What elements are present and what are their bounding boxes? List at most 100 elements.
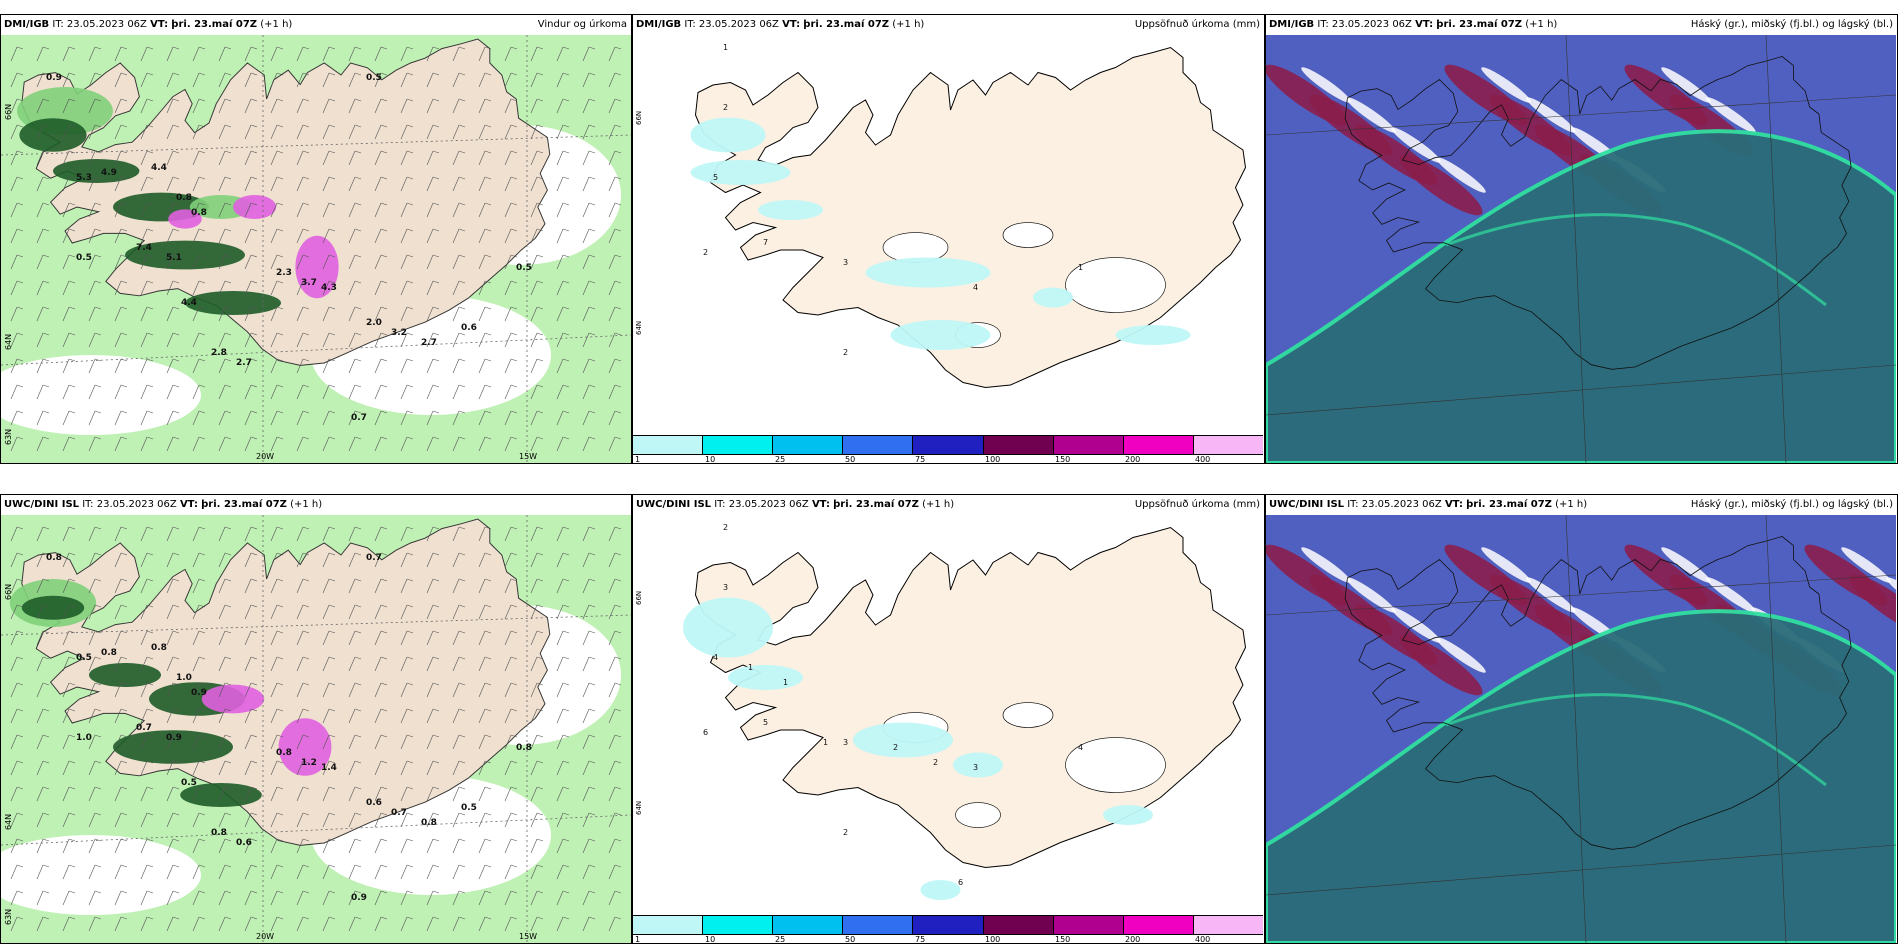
wind-barb: [426, 630, 440, 646]
wind-barb: [192, 578, 206, 594]
wind-barb: [62, 890, 76, 906]
wind-barb: [114, 124, 128, 140]
wind-barb: [322, 410, 336, 426]
wind-barb: [244, 332, 258, 348]
wind-barb: [348, 332, 362, 348]
wind-barb: [62, 578, 76, 594]
wind-barb: [374, 682, 388, 698]
wind-barb: [608, 708, 622, 724]
wind-barb: [244, 306, 258, 322]
wind-barb: [244, 124, 258, 140]
wind-barb: [244, 358, 258, 374]
wind-barb: [114, 656, 128, 672]
accum-value-label: 7: [763, 238, 768, 247]
wind-barb: [530, 436, 544, 452]
precip-value-label: 0.8: [516, 743, 532, 753]
wind-barb: [296, 526, 310, 542]
wind-barb: [530, 202, 544, 218]
wind-barb: [244, 734, 258, 750]
wind-barb: [608, 150, 622, 166]
wind-barb: [10, 552, 24, 568]
glacier: [1065, 737, 1166, 793]
wind-barb: [88, 812, 102, 828]
wind-barb: [582, 410, 596, 426]
wind-barb: [426, 358, 440, 374]
lon-gridline: [1565, 515, 1587, 943]
wind-barb: [140, 656, 154, 672]
colorbar-tick-label: 400: [1195, 455, 1211, 464]
wind-barb: [400, 682, 414, 698]
wind-barb: [88, 682, 102, 698]
wind-barb: [218, 46, 232, 62]
wind-barb: [296, 358, 310, 374]
latitude-label: 63N: [4, 909, 13, 925]
wind-barb: [88, 656, 102, 672]
wind-barb: [556, 656, 570, 672]
wind-barb: [10, 176, 24, 192]
lead-time: (+1 h): [290, 499, 323, 510]
wind-barb: [608, 228, 622, 244]
panel-header: DMI/IGB IT: 23.05.2023 06Z VT: þri. 23.m…: [1, 15, 631, 35]
wind-barb: [426, 228, 440, 244]
precip-value-label: 2.7: [421, 338, 437, 348]
wind-barb: [10, 358, 24, 374]
wind-barb: [348, 682, 362, 698]
wind-barb: [348, 98, 362, 114]
wind-barb: [322, 124, 336, 140]
wind-barb: [322, 552, 336, 568]
wind-barb: [62, 656, 76, 672]
wind-barb: [218, 682, 232, 698]
wind-barb: [192, 202, 206, 218]
lat-gridline: [1266, 94, 1896, 136]
wind-barb: [478, 358, 492, 374]
wind-barb: [504, 46, 518, 62]
wind-barb: [426, 98, 440, 114]
wind-barb: [166, 890, 180, 906]
wind-barb: [192, 280, 206, 296]
wind-barb: [348, 176, 362, 192]
wind-barb: [374, 708, 388, 724]
wind-barb: [426, 578, 440, 594]
wind-barb: [296, 254, 310, 270]
colorbar-tick-label: 10: [705, 935, 716, 944]
wind-barb: [296, 604, 310, 620]
wind-barb: [426, 254, 440, 270]
wind-barb: [140, 228, 154, 244]
wind-barb: [400, 708, 414, 724]
wind-barb: [504, 812, 518, 828]
wind-barb: [556, 786, 570, 802]
wind-barb: [62, 72, 76, 88]
wind-barb: [426, 656, 440, 672]
wind-barb: [244, 760, 258, 776]
accum-value-label: 5: [763, 718, 768, 727]
wind-barb: [36, 358, 50, 374]
wind-barb: [140, 332, 154, 348]
wind-barb: [10, 332, 24, 348]
precip-value-label: 1.0: [176, 673, 192, 683]
wind-barb: [400, 332, 414, 348]
wind-barb: [114, 306, 128, 322]
wind-barb: [10, 656, 24, 672]
calm-area: [1, 355, 201, 435]
wind-barb: [452, 228, 466, 244]
wind-barb: [608, 410, 622, 426]
wind-barb: [322, 176, 336, 192]
wind-barb: [218, 734, 232, 750]
precip-value-label: 0.9: [351, 893, 367, 903]
clear-gap: [1436, 157, 1486, 193]
panel-accum-uwc: UWC/DINI ISL IT: 23.05.2023 06Z VT: þri.…: [632, 494, 1265, 944]
wind-barb: [374, 916, 388, 932]
wind-barb: [452, 176, 466, 192]
wind-barb: [582, 306, 596, 322]
wind-barb: [270, 890, 284, 906]
wind-barb: [88, 176, 102, 192]
lat-gridline: [1266, 364, 1896, 416]
wind-barb: [530, 812, 544, 828]
wind-barb: [36, 280, 50, 296]
colorbar-tick-label: 150: [1055, 455, 1071, 464]
precip-value-label: 0.6: [461, 323, 477, 333]
wind-barb: [452, 124, 466, 140]
wind-barb: [504, 150, 518, 166]
wind-barb: [504, 306, 518, 322]
wind-barb: [608, 656, 622, 672]
